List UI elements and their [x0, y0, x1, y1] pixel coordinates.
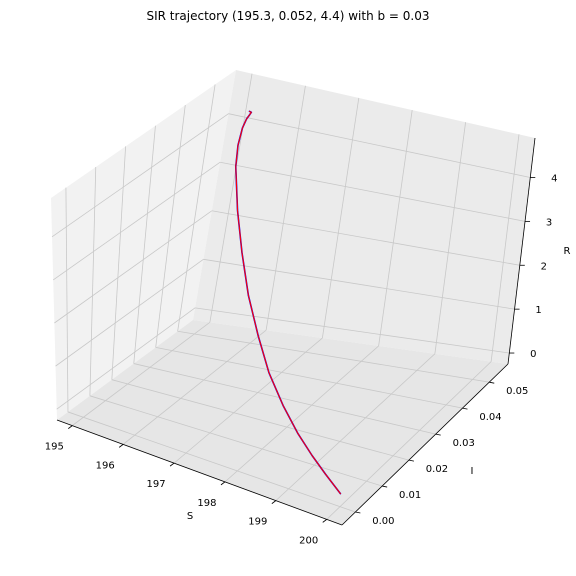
r-axis-label: R: [564, 246, 571, 257]
trajectory-series-2: [235, 110, 341, 495]
grid-line-r: [55, 258, 204, 367]
r-tick-label: 3: [546, 217, 552, 228]
grid-line-i: [111, 379, 410, 461]
i-axis-label: I: [471, 466, 474, 477]
grid-line-s: [224, 345, 379, 483]
i-tick-label: 0.03: [453, 438, 475, 449]
i-tick: [408, 459, 415, 462]
s-tick-label: 196: [96, 460, 115, 471]
s-tick: [220, 481, 226, 486]
pane-i-max: [193, 70, 535, 364]
s-tick: [322, 519, 327, 523]
pane-s-min: [51, 70, 236, 420]
grid-line-r: [54, 210, 213, 324]
i-tick-label: 0.04: [479, 412, 501, 423]
s-tick-label: 199: [248, 517, 267, 528]
chart-title: SIR trajectory (195.3, 0.052, 4.4) with …: [146, 9, 430, 23]
grid-line-i: [155, 347, 463, 409]
i-tick: [435, 433, 441, 436]
grid-line-i: [67, 411, 356, 513]
s-tick: [271, 500, 277, 504]
i-tick: [489, 381, 495, 384]
s-tick: [169, 462, 175, 467]
grid-line-s: [209, 73, 253, 323]
grid-line-s: [122, 329, 267, 445]
grid-line-i: [177, 330, 490, 383]
i-tick: [462, 407, 468, 410]
grid-line-s: [72, 322, 211, 426]
grid-line-s: [434, 122, 466, 354]
r-tick-label: 4: [551, 173, 557, 184]
grid-line-s: [275, 353, 436, 501]
s-tick-label: 200: [299, 535, 318, 546]
grid-line-r: [220, 161, 526, 222]
s-tick-label: 195: [45, 442, 64, 453]
r-axis-line: [507, 137, 536, 365]
grid-line-r: [52, 161, 221, 281]
i-axis-line: [341, 363, 509, 526]
grid-line-s: [173, 337, 323, 464]
grid-line-i: [133, 363, 436, 435]
grid-line-i: [177, 84, 216, 332]
grid-line-s: [326, 361, 492, 520]
s-tick: [68, 425, 73, 429]
i-tick-label: 0.00: [372, 516, 394, 527]
grid-line-s: [321, 97, 360, 339]
grid-line-i: [89, 395, 383, 487]
r-tick-label: 0: [530, 349, 536, 360]
s-tick-label: 198: [197, 498, 216, 509]
grid-line-i: [111, 146, 126, 380]
r-tick-label: 1: [535, 305, 541, 316]
s-tick-label: 197: [147, 479, 166, 490]
pane-r-min: [57, 320, 508, 525]
grid-line-s: [378, 110, 413, 346]
grid-line-r: [195, 307, 510, 354]
i-tick-label: 0.02: [426, 464, 448, 475]
grid-line-s: [490, 134, 520, 362]
s-axis-label: S: [187, 511, 193, 522]
i-tick: [355, 511, 361, 514]
i-tick-label: 0.01: [399, 490, 421, 501]
s-axis-line: [56, 419, 343, 526]
grid-line-r: [211, 210, 520, 266]
grid-line-r: [203, 258, 515, 310]
grid-line-s: [265, 85, 306, 331]
grid-line-r: [228, 113, 531, 178]
i-tick: [382, 485, 388, 488]
grid-line-r: [51, 113, 229, 238]
i-tick-label: 0.05: [506, 386, 528, 397]
r-tick-label: 2: [541, 261, 547, 272]
grid-line-i: [65, 187, 69, 412]
grid-line-r: [56, 307, 196, 410]
grid-line-i: [155, 105, 186, 348]
grid-line-i: [133, 125, 156, 364]
s-tick: [118, 444, 124, 448]
grid-line-i: [89, 167, 97, 396]
